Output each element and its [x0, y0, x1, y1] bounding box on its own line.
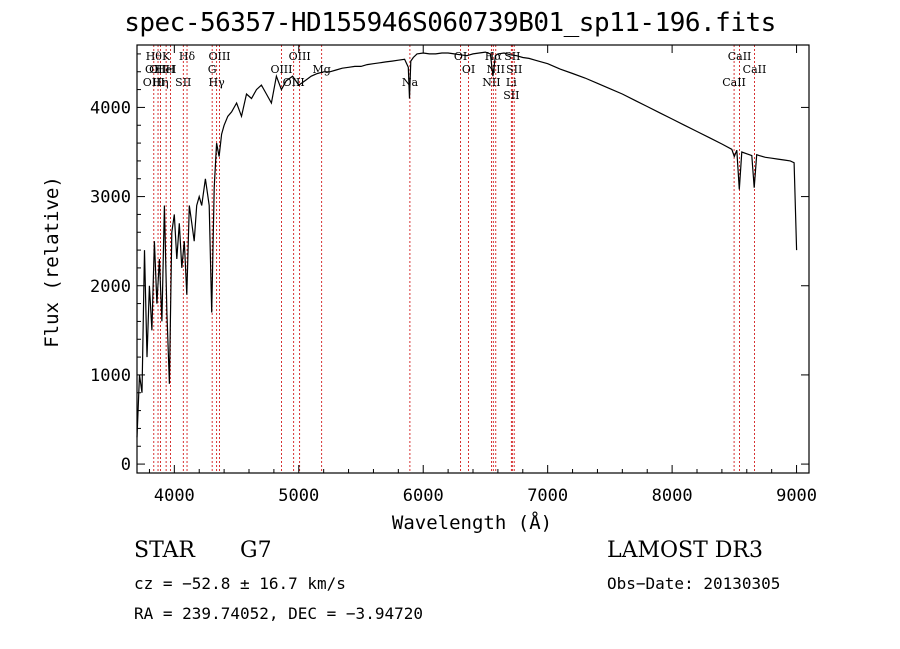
line-label: CaII — [728, 50, 752, 63]
x-axis-label: Wavelength (Å) — [391, 512, 553, 534]
line-label: Hθ — [146, 50, 163, 63]
x-tick-label: 5000 — [278, 486, 319, 506]
line-label: SII — [506, 63, 522, 76]
plot-frame — [136, 44, 810, 474]
x-axis-ticks: 4000 5000 6000 7000 8000 9000 — [148, 45, 817, 506]
chart-title: spec-56357-HD155946S060739B01_sp11-196.f… — [124, 8, 776, 38]
line-label: G — [208, 63, 217, 76]
y-tick-label: 2000 — [90, 277, 131, 297]
line-label: OIII — [289, 50, 311, 63]
emission-line-markers — [153, 45, 755, 473]
line-label: NII — [487, 63, 505, 76]
line-label: SII — [175, 76, 191, 89]
observation-date: Obs−Date: 20130305 — [607, 574, 781, 593]
line-label: K — [162, 50, 171, 63]
line-label: OI — [462, 63, 475, 76]
x-tick-label: 8000 — [652, 486, 693, 506]
line-label: CaII — [743, 63, 767, 76]
y-tick-label: 0 — [121, 455, 131, 475]
line-label: Hη — [152, 76, 168, 89]
x-tick-label: 7000 — [527, 486, 568, 506]
line-label: CaII — [722, 76, 746, 89]
object-class: STAR — [134, 538, 195, 563]
line-label: Mg — [313, 63, 331, 76]
line-label: SII — [503, 89, 519, 102]
line-label: Hδ — [179, 50, 196, 63]
line-label: OIII — [208, 50, 230, 63]
x-tick-label: 9000 — [776, 486, 817, 506]
y-tick-label: 4000 — [90, 98, 131, 118]
object-subclass: G7 — [240, 538, 272, 563]
emission-line-labels: HθOIIOIIIOIIHηKHeIHSIIHδGHγOIIIOIIIOIIIO… — [143, 50, 767, 102]
line-label: Hγ — [209, 76, 226, 89]
line-label: OII — [145, 63, 163, 76]
survey-name: LAMOST DR3 — [607, 538, 763, 563]
x-tick-label: 4000 — [154, 486, 195, 506]
y-axis-ticks: 0 1000 2000 3000 4000 — [90, 53, 809, 475]
y-tick-label: 3000 — [90, 188, 131, 208]
line-label: NII — [482, 76, 500, 89]
redshift-velocity: cz = −52.8 ± 16.7 km/s — [134, 574, 346, 593]
line-label: HeI — [156, 63, 176, 76]
sky-coordinates: RA = 239.74052, DEC = −3.94720 — [134, 604, 423, 623]
line-label: H — [166, 63, 176, 76]
spectrum-line — [136, 51, 798, 438]
y-axis-label: Flux (relative) — [41, 176, 63, 348]
line-label: SII — [504, 50, 520, 63]
y-tick-label: 1000 — [90, 366, 131, 386]
line-label: Hα — [485, 50, 503, 63]
x-tick-label: 6000 — [403, 486, 444, 506]
line-label: OIII — [143, 76, 165, 89]
line-label: OIII — [270, 63, 292, 76]
line-label: OII — [149, 63, 167, 76]
line-label: Li — [506, 76, 517, 89]
line-label: OI — [454, 50, 467, 63]
